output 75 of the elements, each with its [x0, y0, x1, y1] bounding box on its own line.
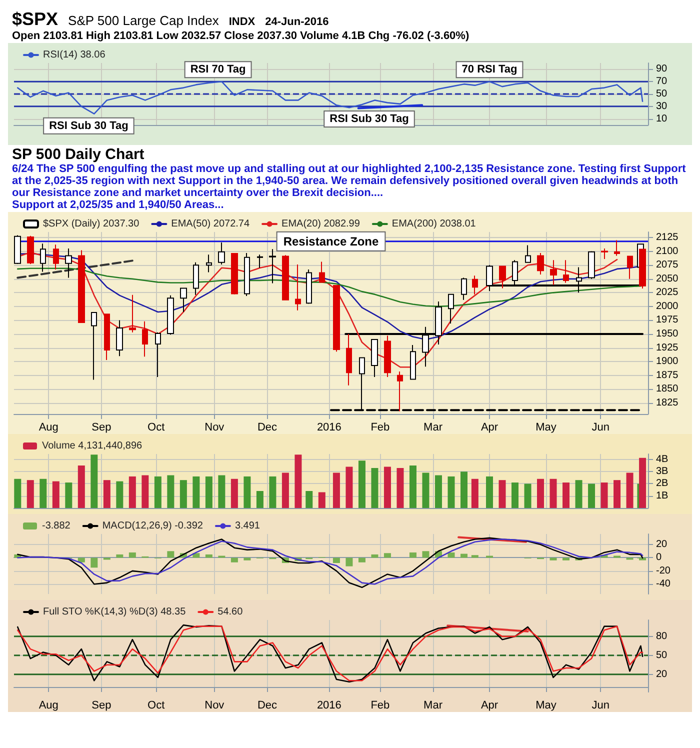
x-tick-label: 2016	[316, 422, 342, 434]
y-tick-label: 20	[656, 539, 668, 550]
y-tick-label: -20	[656, 565, 671, 576]
chart-subtitle: S&P 500 Large Cap Index	[68, 13, 219, 28]
y-tick-label: 2000	[656, 300, 679, 312]
annotation: RSI Sub 30 Tag	[330, 113, 409, 126]
y-tick-label: 1900	[656, 356, 679, 368]
legend-label: EMA(50) 2072.74	[171, 218, 250, 230]
y-tick-label: 10	[656, 113, 668, 124]
annotation: 70 RSI Tag	[462, 64, 518, 76]
text: 24-Jun-2016	[265, 16, 329, 28]
y-tick-label: 2100	[656, 246, 679, 257]
x-tick-label: Apr	[480, 700, 498, 712]
ref-line-label: Resistance Zone	[283, 234, 380, 248]
x-tick-label: May	[536, 700, 557, 712]
text: INDX	[228, 16, 256, 28]
text: 6/24 The SP 500 engulfing the past move up and stalling out at our highlighted 2,100-2,135 Resistance zone. Testing first Support at the 2,025-35 region with next Support in the 1,940-50 area. We remain defensively positioned overall given headwinds at both our Resistance zone and market uncertainty over the Brexit decision....	[12, 163, 687, 199]
y-tick-label: 50	[656, 88, 668, 100]
annotation: RSI 70 Tag	[190, 64, 246, 76]
legend-label: EMA(20) 2082.99	[282, 218, 360, 230]
legend-label: Full STO %K(14,3) %D(3) 48.35	[43, 606, 186, 618]
legend-label: RSI(14) 38.06	[43, 50, 106, 60]
legend-label: 54.60	[218, 606, 244, 618]
x-tick-label: Mar	[424, 422, 443, 434]
y-tick-label: 50	[656, 650, 668, 661]
y-tick-label: 0	[656, 552, 662, 564]
y-tick-label: 2125	[656, 232, 679, 244]
y-tick-label: 30	[656, 100, 668, 112]
text: Open 2103.81 High 2103.81 Low 2032.57 Close 2037.30 Volume 4.1B Chg -76.02 (-3.60%)	[12, 30, 470, 42]
legend-label: $SPX (Daily) 2037.30	[43, 218, 140, 230]
x-tick-label: Feb	[370, 422, 390, 434]
x-tick-label: Apr	[480, 422, 498, 434]
y-tick-label: 90	[656, 64, 668, 75]
chart-title: $SPX	[12, 9, 58, 30]
y-tick-label: 2B	[656, 478, 669, 490]
y-tick-label: 20	[656, 668, 668, 680]
x-tick-label: Jun	[592, 422, 610, 434]
x-tick-label: May	[536, 422, 557, 434]
x-tick-label: Feb	[370, 700, 390, 712]
y-tick-label: 3B	[656, 466, 669, 478]
y-tick-label: 4B	[656, 454, 669, 465]
x-tick-label: Nov	[204, 422, 225, 434]
y-tick-label: 2025	[656, 287, 679, 298]
x-tick-label: Aug	[38, 422, 58, 434]
x-tick-label: Oct	[148, 422, 165, 434]
legend-label: EMA(200) 2038.01	[392, 218, 476, 230]
y-tick-label: 1B	[656, 490, 669, 502]
x-tick-label: Sep	[92, 700, 112, 712]
y-tick-label: 1975	[656, 314, 679, 326]
x-tick-label: Mar	[424, 700, 443, 712]
y-tick-label: 2075	[656, 260, 679, 271]
y-tick-label: 70	[656, 76, 668, 88]
y-tick-label: 1950	[656, 328, 679, 340]
x-tick-label: Sep	[92, 422, 112, 434]
text: Support at 2,025/35 and 1,940/50 Areas...	[12, 199, 224, 211]
y-tick-label: -40	[656, 578, 671, 590]
y-tick-label: 1875	[656, 370, 679, 381]
y-tick-label: 1850	[656, 384, 679, 395]
x-tick-label: Dec	[257, 422, 278, 434]
x-tick-label: Jun	[592, 700, 610, 712]
x-tick-label: Nov	[204, 700, 225, 712]
legend-label: -3.882	[42, 520, 71, 532]
y-tick-label: 1925	[656, 342, 679, 354]
legend-label: Volume 4,131,440,896	[42, 440, 143, 452]
y-tick-label: 2050	[656, 273, 679, 284]
y-tick-label: 1825	[656, 397, 679, 408]
legend-label: 3.491	[234, 520, 260, 532]
x-tick-label: Dec	[257, 700, 278, 712]
chart-title: SP 500 Daily Chart	[12, 146, 144, 163]
y-tick-label: 80	[656, 630, 668, 642]
x-tick-label: 2016	[316, 700, 342, 712]
x-tick-label: Aug	[38, 700, 58, 712]
annotation: RSI Sub 30 Tag	[49, 120, 128, 132]
legend-label: MACD(12,26,9) -0.392	[102, 520, 204, 532]
x-tick-label: Oct	[148, 700, 165, 712]
